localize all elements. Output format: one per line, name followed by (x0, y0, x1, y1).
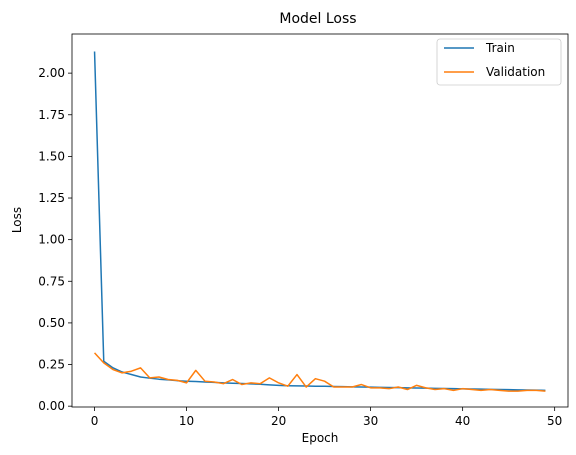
legend-label-train: Train (485, 41, 515, 55)
y-tick-label: 0.00 (38, 399, 65, 413)
y-axis-label: Loss (10, 207, 24, 233)
y-tick-label: 0.50 (38, 316, 65, 330)
plot-frame (71, 33, 569, 408)
x-tick-label: 10 (179, 414, 194, 428)
y-tick-label: 1.75 (38, 108, 65, 122)
x-tick-label: 20 (271, 414, 286, 428)
y-tick-label: 1.50 (38, 149, 65, 163)
legend: Train Validation (436, 38, 562, 86)
x-tick-label: 0 (91, 414, 99, 428)
plot-lines (93, 51, 546, 392)
x-tick-label: 50 (547, 414, 562, 428)
chart-title: Model Loss (279, 11, 356, 27)
y-tick-label: 1.25 (38, 191, 65, 205)
series-line-validation (93, 352, 546, 392)
x-tick-label: 30 (363, 414, 378, 428)
series-line-train (93, 51, 546, 392)
x-tick-label: 40 (455, 414, 470, 428)
y-tick-label: 1.00 (38, 233, 65, 247)
y-axis-ticks: 0.00 0.25 0.50 0.75 1.00 1.25 1.50 1.75 2.00 (38, 66, 72, 413)
x-axis-ticks: 0 10 20 30 40 50 (91, 407, 562, 428)
y-tick-label: 0.75 (38, 274, 65, 288)
y-tick-label: 2.00 (38, 66, 65, 80)
y-tick-label: 0.25 (38, 358, 65, 372)
legend-box (436, 38, 562, 86)
legend-label-validation: Validation (486, 65, 545, 79)
x-axis-label: Epoch (302, 431, 339, 445)
